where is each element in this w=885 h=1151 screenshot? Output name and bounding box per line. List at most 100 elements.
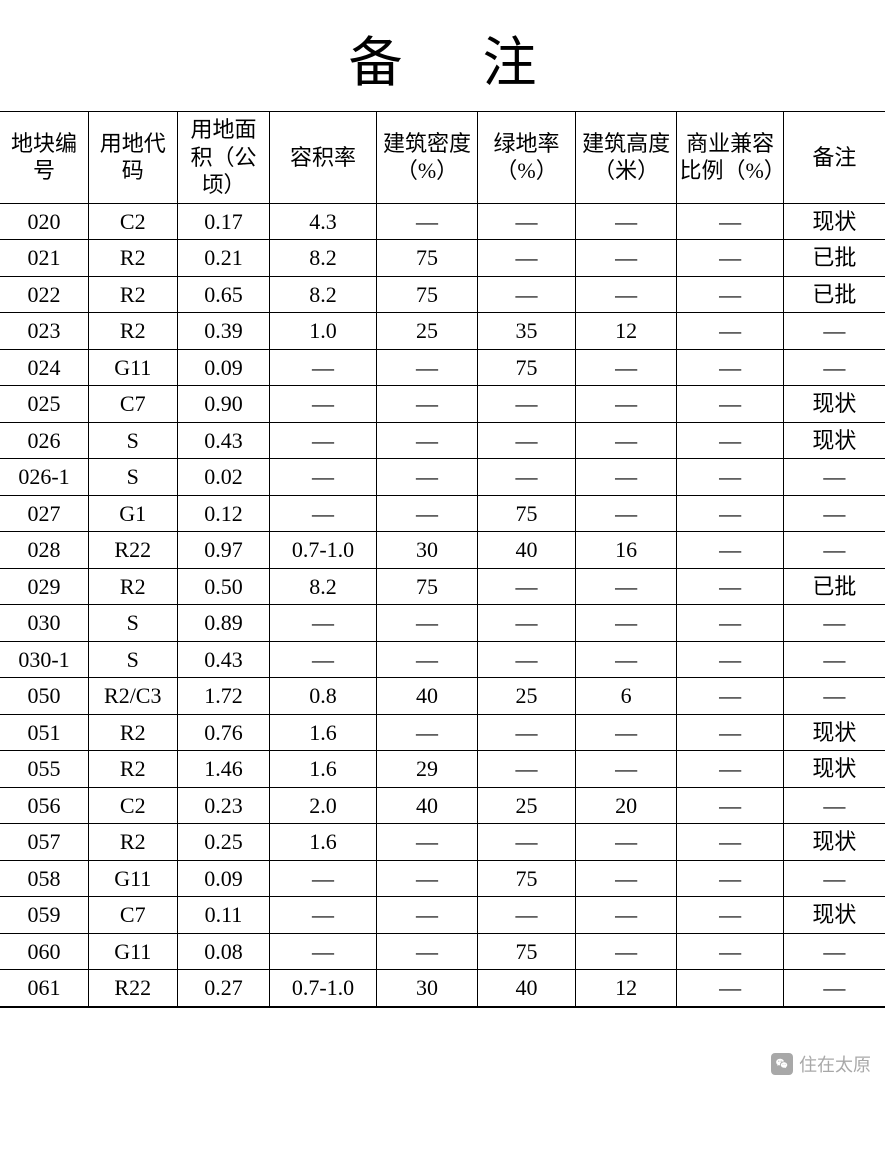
- table-cell: —: [376, 495, 478, 532]
- table-row: 051R20.761.6————现状: [0, 714, 885, 751]
- table-cell: 75: [376, 276, 478, 313]
- table-cell: 35: [478, 313, 575, 350]
- table-cell: 现状: [783, 714, 885, 751]
- table-cell: —: [783, 641, 885, 678]
- table-cell: —: [478, 276, 575, 313]
- table-cell: 023: [0, 313, 89, 350]
- table-row: 059C70.11—————现状: [0, 897, 885, 934]
- table-cell: —: [575, 203, 677, 240]
- table-row: 024G110.09——75———: [0, 349, 885, 386]
- table-cell: —: [783, 970, 885, 1007]
- table-cell: —: [270, 349, 376, 386]
- table-cell: 1.72: [177, 678, 270, 715]
- table-cell: 021: [0, 240, 89, 277]
- table-cell: —: [677, 386, 783, 423]
- table-cell: —: [478, 605, 575, 642]
- table-cell: —: [376, 933, 478, 970]
- table-cell: R2: [89, 240, 178, 277]
- table-cell: 已批: [783, 568, 885, 605]
- table-cell: —: [376, 422, 478, 459]
- table-cell: 061: [0, 970, 89, 1007]
- table-cell: —: [677, 933, 783, 970]
- table-cell: 现状: [783, 422, 885, 459]
- table-cell: C2: [89, 787, 178, 824]
- table-row: 030-1S0.43——————: [0, 641, 885, 678]
- table-cell: —: [478, 641, 575, 678]
- table-cell: 0.02: [177, 459, 270, 496]
- table-cell: —: [783, 532, 885, 569]
- table-cell: 0.76: [177, 714, 270, 751]
- table-cell: 0.50: [177, 568, 270, 605]
- table-cell: 022: [0, 276, 89, 313]
- table-body: 020C20.174.3————现状021R20.218.275———已批022…: [0, 203, 885, 1006]
- col-area-ha: 用地面积（公顷）: [177, 112, 270, 204]
- table-cell: 0.97: [177, 532, 270, 569]
- col-green-ratio: 绿地率（%）: [478, 112, 575, 204]
- table-cell: 40: [376, 787, 478, 824]
- table-cell: —: [575, 714, 677, 751]
- table-cell: 现状: [783, 824, 885, 861]
- table-cell: —: [270, 605, 376, 642]
- table-cell: 026-1: [0, 459, 89, 496]
- table-cell: —: [677, 349, 783, 386]
- table-cell: R2: [89, 276, 178, 313]
- col-land-code: 用地代码: [89, 112, 178, 204]
- col-parcel-id: 地块编号: [0, 112, 89, 204]
- table-cell: S: [89, 459, 178, 496]
- table-cell: R2: [89, 313, 178, 350]
- table-cell: 030: [0, 605, 89, 642]
- table-cell: —: [478, 714, 575, 751]
- table-cell: —: [478, 203, 575, 240]
- table-row: 030S0.89——————: [0, 605, 885, 642]
- table-cell: G11: [89, 933, 178, 970]
- table-row: 026S0.43—————现状: [0, 422, 885, 459]
- table-cell: —: [575, 824, 677, 861]
- table-cell: 1.46: [177, 751, 270, 788]
- table-cell: 0.39: [177, 313, 270, 350]
- table-row: 050R2/C31.720.840256——: [0, 678, 885, 715]
- table-cell: C7: [89, 386, 178, 423]
- table-cell: —: [376, 459, 478, 496]
- table-cell: —: [783, 313, 885, 350]
- watermark-text: 住在太原: [799, 1051, 871, 1077]
- table-cell: 0.90: [177, 386, 270, 423]
- table-cell: 027: [0, 495, 89, 532]
- table-cell: 2.0: [270, 787, 376, 824]
- col-far: 容积率: [270, 112, 376, 204]
- table-cell: —: [575, 897, 677, 934]
- table-row: 029R20.508.275———已批: [0, 568, 885, 605]
- page: 备注 地块编号 用地代码 用地面积（公顷） 容积率 建筑密度（%） 绿地率（%）…: [0, 0, 885, 1097]
- table-cell: 0.8: [270, 678, 376, 715]
- table-row: 061R220.270.7-1.0304012——: [0, 970, 885, 1007]
- table-cell: R22: [89, 970, 178, 1007]
- table-cell: —: [677, 860, 783, 897]
- table-cell: 0.21: [177, 240, 270, 277]
- table-cell: —: [677, 313, 783, 350]
- table-cell: —: [677, 824, 783, 861]
- table-cell: —: [270, 386, 376, 423]
- table-cell: —: [677, 787, 783, 824]
- table-row: 022R20.658.275———已批: [0, 276, 885, 313]
- table-cell: —: [677, 641, 783, 678]
- table-cell: 30: [376, 532, 478, 569]
- table-cell: C2: [89, 203, 178, 240]
- table-cell: 现状: [783, 897, 885, 934]
- table-cell: —: [677, 276, 783, 313]
- table-row: 026-1S0.02——————: [0, 459, 885, 496]
- table-cell: —: [376, 349, 478, 386]
- table-cell: 75: [478, 933, 575, 970]
- land-parcel-table: 地块编号 用地代码 用地面积（公顷） 容积率 建筑密度（%） 绿地率（%） 建筑…: [0, 111, 885, 1007]
- table-cell: 已批: [783, 276, 885, 313]
- table-cell: 0.65: [177, 276, 270, 313]
- table-row: 056C20.232.0402520——: [0, 787, 885, 824]
- table-row: 055R21.461.629———现状: [0, 751, 885, 788]
- table-cell: —: [270, 641, 376, 678]
- table-cell: —: [677, 459, 783, 496]
- table-cell: —: [783, 933, 885, 970]
- table-cell: —: [575, 933, 677, 970]
- table-cell: —: [478, 751, 575, 788]
- table-cell: 12: [575, 970, 677, 1007]
- table-cell: 1.0: [270, 313, 376, 350]
- table-header-row: 地块编号 用地代码 用地面积（公顷） 容积率 建筑密度（%） 绿地率（%） 建筑…: [0, 112, 885, 204]
- watermark: 住在太原: [771, 1051, 871, 1077]
